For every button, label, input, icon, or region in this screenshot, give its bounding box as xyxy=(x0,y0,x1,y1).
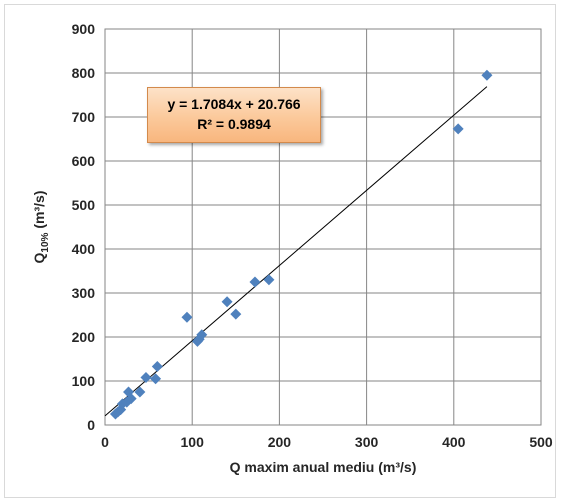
y-tick-label: 900 xyxy=(72,21,96,37)
x-tick-label: 100 xyxy=(181,434,205,450)
y-tick-label: 600 xyxy=(72,153,96,169)
y-tick-label: 400 xyxy=(72,241,96,257)
data-point xyxy=(249,276,261,288)
y-axis-title: Q10% (m³/s) xyxy=(31,191,51,264)
data-point xyxy=(481,69,493,81)
trendline xyxy=(104,86,488,417)
y-axis-title-unit: (m³/s) xyxy=(31,191,47,233)
x-tick-label: 300 xyxy=(355,434,379,450)
y-tick-label: 800 xyxy=(72,65,96,81)
data-point xyxy=(134,386,146,398)
data-point xyxy=(230,308,242,320)
y-axis-title-main: Q xyxy=(31,252,47,263)
x-tick-label: 0 xyxy=(101,434,109,450)
y-tick-label: 0 xyxy=(87,417,95,433)
data-point xyxy=(452,123,464,135)
trendline-layer xyxy=(104,86,488,417)
data-point xyxy=(263,274,275,286)
r-squared-label: R² = 0.9894 xyxy=(197,116,271,132)
trendline-equation: y = 1.7084x + 20.766 xyxy=(167,96,301,112)
y-tick-label: 200 xyxy=(72,329,96,345)
y-tick-label: 700 xyxy=(72,109,96,125)
data-points xyxy=(109,69,493,420)
x-tick-label: 500 xyxy=(529,434,553,450)
data-point xyxy=(221,296,233,308)
tick-labels: 0 100 200 300 400 500 0 100 200 300 400 500 600 700 80… xyxy=(72,21,553,450)
data-point xyxy=(150,373,162,385)
data-point xyxy=(125,393,137,405)
x-tick-label: 400 xyxy=(442,434,466,450)
data-point xyxy=(151,360,163,372)
chart-area xyxy=(4,4,556,498)
data-point xyxy=(140,371,152,383)
y-tick-label: 300 xyxy=(72,285,96,301)
trendline-equation-box: y = 1.7084x + 20.766 R² = 0.9894 xyxy=(147,87,321,143)
plot-area-border xyxy=(104,28,542,426)
data-point xyxy=(181,311,193,323)
y-axis-title-sub: 10% xyxy=(40,232,51,252)
y-tick-label: 500 xyxy=(72,197,96,213)
data-point xyxy=(196,329,208,341)
x-axis-title: Q maxim anual mediu (m³/s) xyxy=(230,459,417,475)
x-tick-label: 200 xyxy=(268,434,292,450)
y-tick-label: 100 xyxy=(72,373,96,389)
